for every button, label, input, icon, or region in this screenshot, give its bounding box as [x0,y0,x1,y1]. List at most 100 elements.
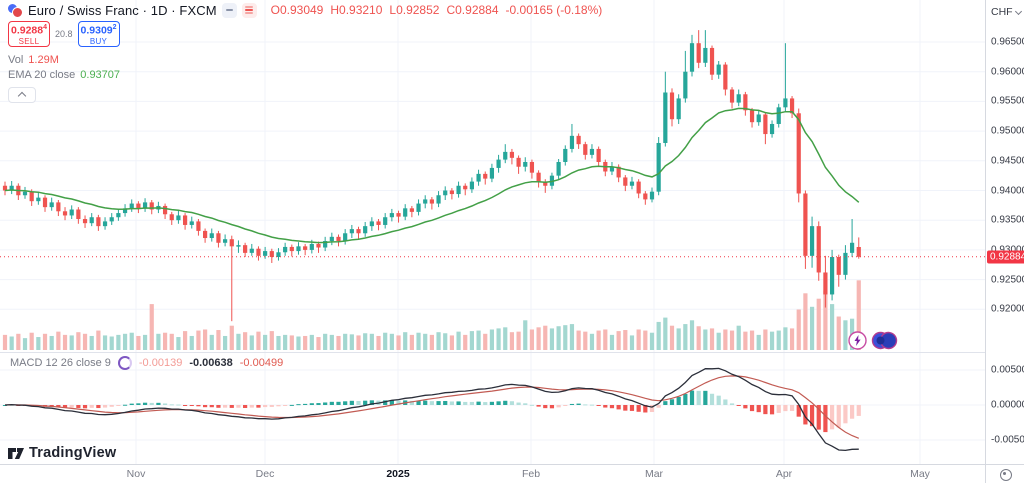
candle-body [776,107,781,124]
candle-body [449,190,454,195]
candle-body [683,71,688,99]
spread-value: 20.8 [55,29,73,39]
price-axis[interactable]: CHF 0.96500 0.96000 0.95500 0.95000 0.94500 0… [985,0,1024,464]
time-axis-label: Nov [126,468,146,480]
macd-hist-bar [116,405,121,406]
volume-bar [309,334,314,350]
candle-body [216,233,221,243]
close-value: C0.92884 [446,3,499,17]
chart-canvas[interactable] [0,0,985,464]
legend-menu-icon[interactable] [241,2,257,18]
volume-bar [689,320,695,350]
volume-bar [856,280,861,350]
macd-hist-bar [856,405,861,416]
volume-bar [169,333,174,350]
volume-bar [356,335,361,350]
price-axis-label: 0.96000 [991,66,1024,78]
macd-hist-bar [683,393,688,405]
candle-body [129,203,134,209]
symbol-title[interactable]: Euro / Swiss Franc · 1D · FXCM [28,2,217,18]
broker-account-button[interactable] [871,331,898,350]
macd-hist-bar [303,403,308,405]
macd-signal-line [4,375,860,439]
buy-button[interactable]: 0.93092 BUY [77,21,120,47]
volume-bar [89,335,94,350]
loading-spinner-icon [117,356,132,370]
candle-body [236,245,241,247]
sell-button[interactable]: 0.92884 SELL [8,21,50,47]
macd-hist-bar [129,403,134,405]
volume-bar [563,325,568,350]
candle-body [89,217,94,224]
macd-hist-bar [89,405,94,408]
candle-body [303,246,308,250]
candle-body [609,166,615,172]
volume-bar [476,330,481,350]
candle-body [596,148,601,162]
volume-bar [209,334,214,350]
volume-bar [469,331,474,350]
collapse-legend-button[interactable] [8,87,36,103]
tradingview-logo[interactable]: TradingView [8,445,116,461]
gear-icon[interactable] [999,468,1012,481]
volume-layer [2,280,861,350]
volume-bar [483,333,488,350]
buy-price: 0.9309 [80,24,113,37]
macd-hist-bar [796,405,801,417]
volume-bar [249,335,254,350]
macd-hist-bar [649,405,655,413]
candle-body [503,151,508,160]
candle-body [289,246,294,252]
volume-bar [16,333,21,350]
macd-hist-bar [509,401,515,405]
volume-bar [243,332,248,350]
open-value: O0.93049 [270,3,324,17]
macd-title[interactable]: MACD 12 26 close 9 [10,357,111,369]
price-axis-currency-dropdown[interactable]: CHF [991,6,1023,18]
time-axis-label: Apr [775,468,793,480]
macd-hist-bar [736,405,741,406]
candle-body [616,166,621,178]
volume-bar [803,293,808,350]
minimize-legend-icon[interactable] [221,2,237,18]
floating-buttons [848,331,898,350]
volume-bar [663,317,668,350]
time-axis[interactable]: Nov Dec 2025 Feb Mar Apr May [0,464,985,483]
volume-bar [756,334,761,350]
candle-body [62,211,68,216]
candle-body [663,92,668,143]
price-axis-label: 0.93500 [991,214,1024,226]
macd-hist-bar [749,405,755,412]
low-value: L0.92852 [389,3,440,17]
candle-body [649,191,655,200]
candle-body [349,229,354,234]
macd-hist-bar [109,405,114,407]
tradingview-logo-icon [8,448,24,459]
volume-bar [816,298,821,350]
quick-trade-lightning-button[interactable] [848,331,867,350]
volume-bar [182,331,188,350]
macd-hist-bar [643,405,648,413]
candle-body [796,113,801,194]
macd-hist-bar [269,405,274,407]
volume-bar [203,329,208,350]
volume-bar [296,336,301,350]
volume-bar [723,329,728,350]
price-axis-label: 0.94500 [991,155,1024,167]
time-axis-label: May [910,468,930,480]
candle-body [189,221,194,225]
macd-hist-bar [663,401,668,405]
volume-bar [429,334,434,350]
chevron-up-icon [17,91,27,101]
macd-hist-bar [289,404,294,406]
macd-hist-bar [283,405,288,406]
volume-bar [223,335,228,350]
candle-body [436,195,441,204]
volume-bar [76,332,81,350]
candle-body [276,252,281,258]
macd-hist-bar [203,405,208,408]
candle-body [76,209,81,220]
candle-body [169,214,174,221]
candle-body [336,236,341,241]
